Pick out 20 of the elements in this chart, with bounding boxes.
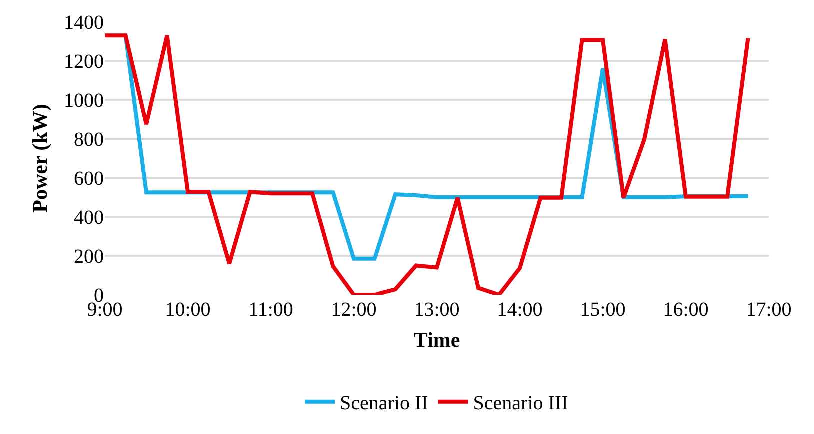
line-series <box>105 34 750 295</box>
x-tick-label: 15:00 <box>580 299 626 321</box>
x-tick-label: 14:00 <box>497 299 543 321</box>
x-tick-label: 10:00 <box>165 299 211 321</box>
y-tick-label: 1000 <box>64 90 104 112</box>
y-tick-label: 200 <box>74 246 104 268</box>
y-axis-title: Power (kW) <box>28 104 52 213</box>
y-tick-label: 400 <box>74 207 104 229</box>
legend-label: Scenario II <box>340 392 428 415</box>
x-tick-label: 11:00 <box>248 299 294 321</box>
x-axis-title: Time <box>414 328 460 352</box>
y-tick-label: 1200 <box>64 51 104 73</box>
legend-label: Scenario III <box>473 392 568 415</box>
x-tick-label: 12:00 <box>331 299 377 321</box>
y-tick-label: 1400 <box>64 12 104 34</box>
x-tick-label: 13:00 <box>414 299 460 321</box>
y-tick-label: 800 <box>74 129 104 151</box>
x-tick-label: 17:00 <box>746 299 792 321</box>
x-tick-label: 16:00 <box>663 299 709 321</box>
y-tick-label: 600 <box>74 168 104 190</box>
